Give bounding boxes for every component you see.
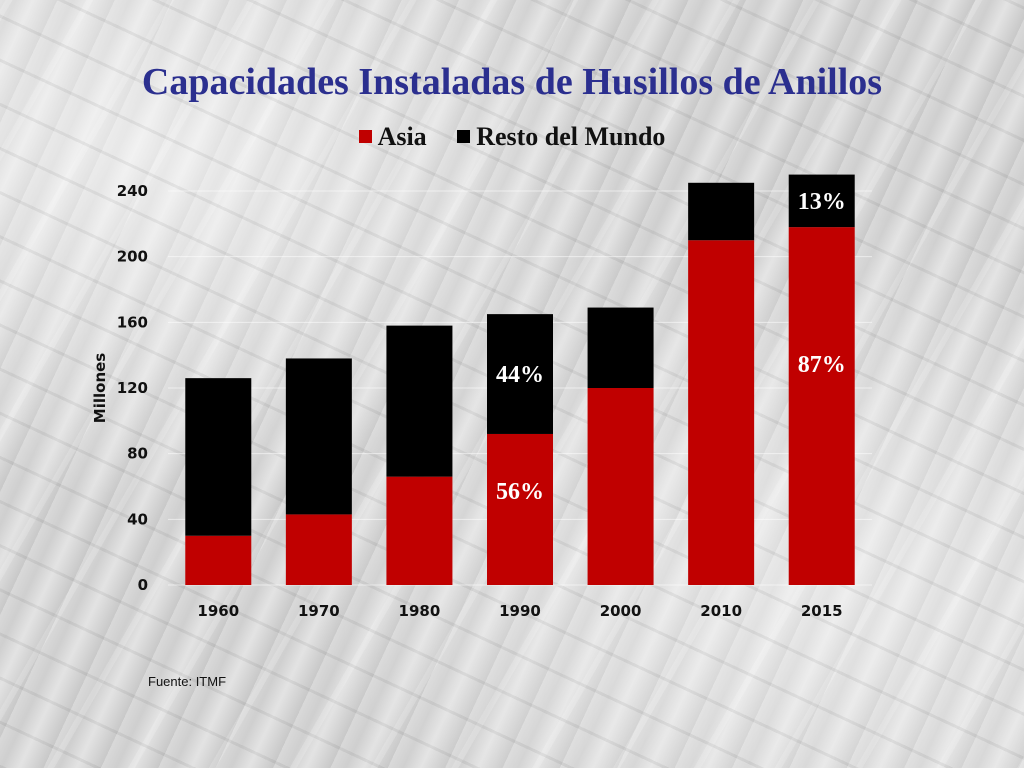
bar-rest-1970	[285, 358, 352, 515]
source-note: Fuente: ITMF	[148, 674, 227, 689]
bar-rest-1980	[386, 325, 453, 477]
y-axis-label: Millones	[91, 353, 109, 424]
bar-rest-2015	[788, 174, 855, 228]
bar-rest-1990	[487, 314, 553, 434]
y-tick-label: 120	[117, 379, 148, 397]
y-tick-label: 200	[117, 248, 148, 266]
legend-swatch-rest	[457, 130, 471, 143]
bar-asia-2010	[688, 240, 755, 585]
x-tick-label: 2000	[600, 602, 642, 620]
x-tick-label: 1990	[499, 602, 541, 620]
bar-asia-1960	[185, 535, 252, 585]
bar-asia-1980	[386, 476, 453, 585]
x-tick-label: 1970	[298, 602, 340, 620]
x-tick-label: 1980	[399, 602, 441, 620]
legend-label-rest: Resto del Mundo	[476, 121, 666, 151]
bar-rest-2000	[587, 307, 654, 388]
y-tick-label: 240	[117, 182, 148, 200]
y-tick-label: 160	[117, 313, 148, 331]
bar-asia-1970	[285, 514, 352, 585]
x-tick-label: 1960	[197, 602, 239, 620]
legend-swatch-asia	[358, 130, 372, 143]
slide-title: Capacidades Instaladas de Husillos de An…	[141, 61, 883, 103]
data-label: 87%	[798, 352, 846, 378]
legend-item-rest: Resto del Mundo	[457, 122, 665, 152]
data-label: 44%	[496, 362, 544, 388]
legend-label-asia: Asia	[377, 121, 427, 151]
data-label: 56%	[496, 479, 544, 505]
bar-asia-1990	[487, 433, 553, 585]
x-tick-label: 2010	[700, 602, 742, 620]
bar-asia-2015	[788, 227, 855, 585]
y-tick-label: 80	[127, 445, 148, 463]
x-tick-label: 2015	[801, 602, 843, 620]
legend-item-asia: Asia	[358, 121, 427, 152]
data-label: 13%	[798, 189, 846, 215]
y-tick-label: 40	[127, 510, 148, 528]
bar-rest-2010	[688, 182, 755, 241]
bar-asia-2000	[587, 388, 654, 585]
y-tick-label: 0	[138, 576, 148, 594]
chart-legend: Asia Resto del Mundo	[0, 120, 1024, 152]
bar-rest-1960	[185, 378, 252, 536]
